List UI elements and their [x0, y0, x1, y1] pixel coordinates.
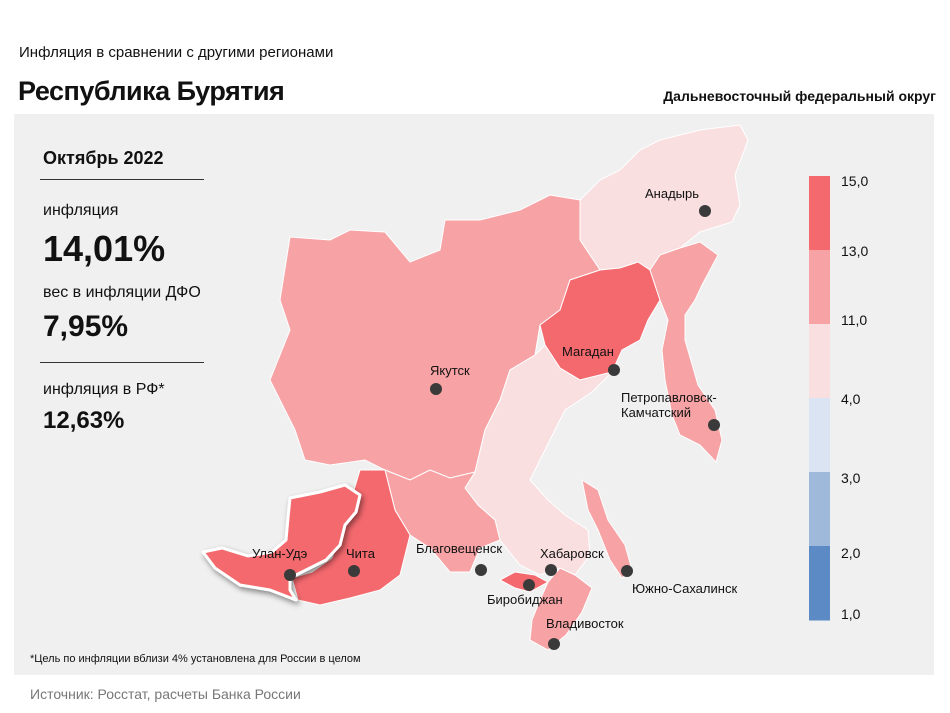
legend-label: 2,0 [841, 545, 861, 561]
city-magadan[interactable]: Магадан [562, 344, 620, 376]
period-label: Октябрь 2022 [43, 148, 164, 168]
weight-value: 7,95% [43, 310, 129, 343]
city-label-vladivostok: Владивосток [546, 616, 624, 631]
subtitle: Инфляция в сравнении с другими регионами [19, 44, 334, 61]
city-marker [523, 579, 535, 591]
city-marker [348, 565, 360, 577]
region-amur[interactable] [384, 469, 501, 573]
city-vladivostok[interactable]: Владивосток [546, 616, 624, 650]
city-blagoveshchensk[interactable]: Благовещенск [416, 541, 502, 576]
city-label-khabarovsk: Хабаровск [540, 546, 604, 561]
city-label-chita: Чита [346, 546, 376, 561]
rf-inflation-label: инфляция в РФ* [43, 381, 165, 398]
legend-label: 11,0 [841, 312, 867, 328]
city-marker [475, 564, 487, 576]
city-yuzhno-sakhalinsk[interactable]: Южно-Сахалинск [621, 565, 737, 596]
divider-top [40, 179, 204, 180]
divider-bottom [40, 362, 204, 363]
rf-inflation-value: 12,63% [43, 407, 125, 434]
city-birobidzhan[interactable]: Биробиджан [487, 579, 563, 607]
city-marker [545, 564, 557, 576]
inflation-label: инфляция [43, 202, 119, 219]
city-petropavlovsk[interactable]: Петропавловск-Камчатский [621, 390, 720, 431]
legend-label: 13,0 [841, 243, 868, 259]
city-marker [699, 205, 711, 217]
legend-swatch [809, 398, 830, 473]
city-label-blagoveshchensk: Благовещенск [416, 541, 502, 556]
city-ulan-ude[interactable]: Улан-Удэ [252, 546, 308, 581]
region-primorye[interactable] [529, 567, 593, 651]
weight-label: вес в инфляции ДФО [43, 284, 201, 301]
legend-swatch [809, 324, 830, 399]
district-label: Дальневосточный федеральный округ [663, 88, 936, 104]
legend-label: 1,0 [841, 606, 861, 622]
city-label-anadyr: Анадырь [645, 186, 699, 201]
city-marker [548, 638, 560, 650]
region-yakutia[interactable] [269, 194, 601, 481]
legend-swatch [809, 250, 830, 325]
region-buryatia[interactable] [201, 483, 362, 602]
city-marker [621, 565, 633, 577]
footnote: *Цель по инфляции вблизи 4% установлена … [30, 653, 361, 665]
city-label-magadan: Магадан [562, 344, 614, 359]
region-sakhalin[interactable] [581, 478, 633, 579]
city-marker [708, 419, 720, 431]
inflation-value: 14,01% [43, 228, 166, 269]
city-label-yakutsk: Якутск [430, 363, 470, 378]
city-label-yuzhno-sakhalinsk: Южно-Сахалинск [632, 581, 737, 596]
legend-label: 3,0 [841, 470, 861, 486]
legend-swatch [809, 176, 830, 251]
page-title: Республика Бурятия [18, 76, 285, 106]
city-khabarovsk[interactable]: Хабаровск [540, 546, 604, 576]
source: Источник: Росстат, расчеты Банка России [30, 686, 301, 702]
city-marker [430, 383, 442, 395]
legend-swatch [809, 546, 830, 621]
city-label-ulan-ude: Улан-Удэ [252, 546, 308, 561]
legend-swatch [809, 472, 830, 547]
region-kamchatka[interactable] [649, 241, 723, 463]
city-anadyr[interactable]: Анадырь [645, 186, 711, 217]
city-label-birobidzhan: Биробиджан [487, 592, 563, 607]
city-chita[interactable]: Чита [346, 546, 376, 577]
city-marker [608, 364, 620, 376]
legend-label: 4,0 [841, 391, 861, 407]
color-legend: 15,0 13,0 11,0 4,0 3,0 2,0 1,0 [809, 173, 868, 622]
city-yakutsk[interactable]: Якутск [430, 363, 470, 395]
region-magadan[interactable] [539, 261, 661, 381]
legend-label: 15,0 [841, 173, 868, 189]
city-label-petropavlovsk: Петропавловск-Камчатский [621, 390, 717, 420]
city-marker [284, 569, 296, 581]
